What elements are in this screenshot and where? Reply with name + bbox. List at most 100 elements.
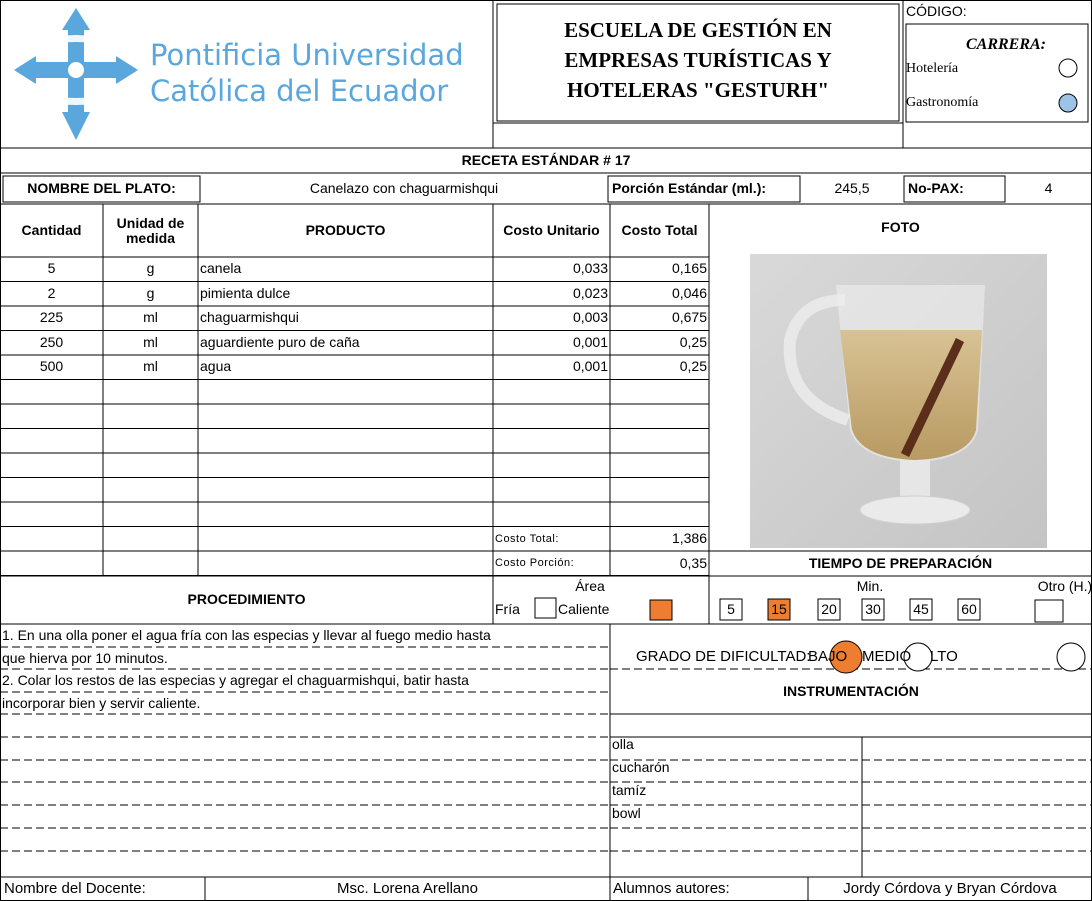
time-option: 15 [771,600,787,617]
time-option: 5 [727,600,735,617]
authors-names: Jordy Córdova y Bryan Córdova [843,880,1057,898]
min-label: Min. [856,578,884,595]
cell: 0,001 [572,358,608,375]
cell: 0,001 [572,333,608,350]
cell: pimienta dulce [200,284,291,301]
checkbox [649,599,673,621]
time-box [767,598,791,621]
school-name: HOTELERAS "GESTURH" [567,78,829,103]
cell: g [146,284,155,301]
cell: ml [143,358,158,375]
column-header: Cantidad [21,222,82,239]
recipe-title: RECETA ESTÁNDAR # 17 [461,152,631,169]
cell: 0,165 [671,260,707,277]
procedure-line: incorporar bien y servir caliente. [2,694,201,711]
difficulty-level: MEDIO [862,647,912,665]
instruments-title: INSTRUMENTACIÓN [783,682,919,699]
cell: 0,033 [572,260,608,277]
cell: canela [200,260,242,277]
procedure-line: 1. En una olla poner el agua fría con la… [2,627,491,644]
portion-label: Porción Estándar (ml.): [612,180,767,197]
cell: 0,25 [679,358,707,375]
column-header: PRODUCTO [305,222,386,239]
pax-label: No-PAX: [908,180,964,197]
cell: agua [200,358,232,375]
difficulty-label: GRADO DE DIFICULTAD: [636,647,811,665]
career-option: Gastronomía [906,95,979,111]
instrument: olla [612,736,634,753]
teacher-name: Msc. Lorena Arellano [337,880,478,898]
column-header: Costo Unitario [503,222,600,239]
cell: chaguarmishqui [200,309,299,326]
option-circle [1058,58,1078,78]
area-hot: Caliente [558,601,610,618]
cell: 2 [47,284,56,301]
cell: aguardiente puro de caña [200,333,360,350]
time-option: 20 [821,600,837,617]
time-box [817,598,841,621]
total-value: 1,386 [671,530,707,547]
procedure-line: 2. Colar los restos de las especias y ag… [2,672,469,689]
time-option: 60 [961,600,977,617]
school-name: EMPRESAS TURÍSTICAS Y [564,48,832,73]
total-label: Costo Total: [495,532,559,545]
university-name: Católica del Ecuador [150,74,449,109]
career-option: Hotelería [906,61,959,77]
box [2,175,201,203]
dish-name: Canelazo con chaguarmishqui [309,180,499,197]
procedure-title: PROCEDIMIENTO [187,591,306,608]
school-name: ESCUELA DE GESTIÓN EN [564,18,832,43]
box [903,175,1006,203]
time-box [909,598,933,621]
time-box [861,598,885,621]
career-label: CARRERA: [965,36,1046,54]
time-box [957,598,981,621]
level-circle [903,642,933,672]
cell: 250 [39,333,64,350]
instrument: cucharón [612,759,670,776]
teacher-label: Nombre del Docente: [4,880,146,898]
cell: 0,675 [671,309,707,326]
cell: 5 [47,260,56,277]
difficulty-level: BAJO [808,647,848,665]
cell: 0,25 [679,333,707,350]
time-option: 30 [865,600,881,617]
difficulty-level: LTO [930,647,958,665]
box [496,3,900,122]
portion-cost-value: 0,35 [679,554,707,571]
pax-value: 4 [1044,180,1053,197]
photo-label: FOTO [881,219,920,236]
level-circle [829,640,863,674]
cell: 500 [39,358,64,375]
level-circle [1056,642,1086,672]
cell: g [146,260,155,277]
cell: ml [143,309,158,326]
area-label: Área [575,578,605,595]
column-header: Costo Total [621,222,698,239]
cell: ml [143,333,158,350]
cell: 0,023 [572,284,608,301]
time-box [719,598,743,621]
university-name: Pontificia Universidad [150,38,464,73]
area-cold: Fría [495,601,520,618]
authors-label: Alumnos autores: [613,880,730,898]
time-box [1034,599,1064,623]
procedure-line: que hierva por 10 minutos. [2,649,168,666]
time-title: TIEMPO DE PREPARACIÓN [808,554,993,571]
instrument: bowl [612,805,641,822]
cell: 225 [39,309,64,326]
code-label: CÓDIGO: [906,3,967,20]
instrument: tamíz [612,782,647,799]
career-box [905,23,1089,123]
logo [14,8,138,140]
other-label: Otro (H.) [1037,578,1092,595]
checkbox [534,597,557,619]
dish-label: NOMBRE DEL PLATO: [27,180,176,197]
photo [750,254,1047,548]
column-header: Unidad de medida [116,214,185,246]
cell: 0,046 [671,284,707,301]
cell: 0,003 [572,309,608,326]
option-circle [1058,93,1078,113]
